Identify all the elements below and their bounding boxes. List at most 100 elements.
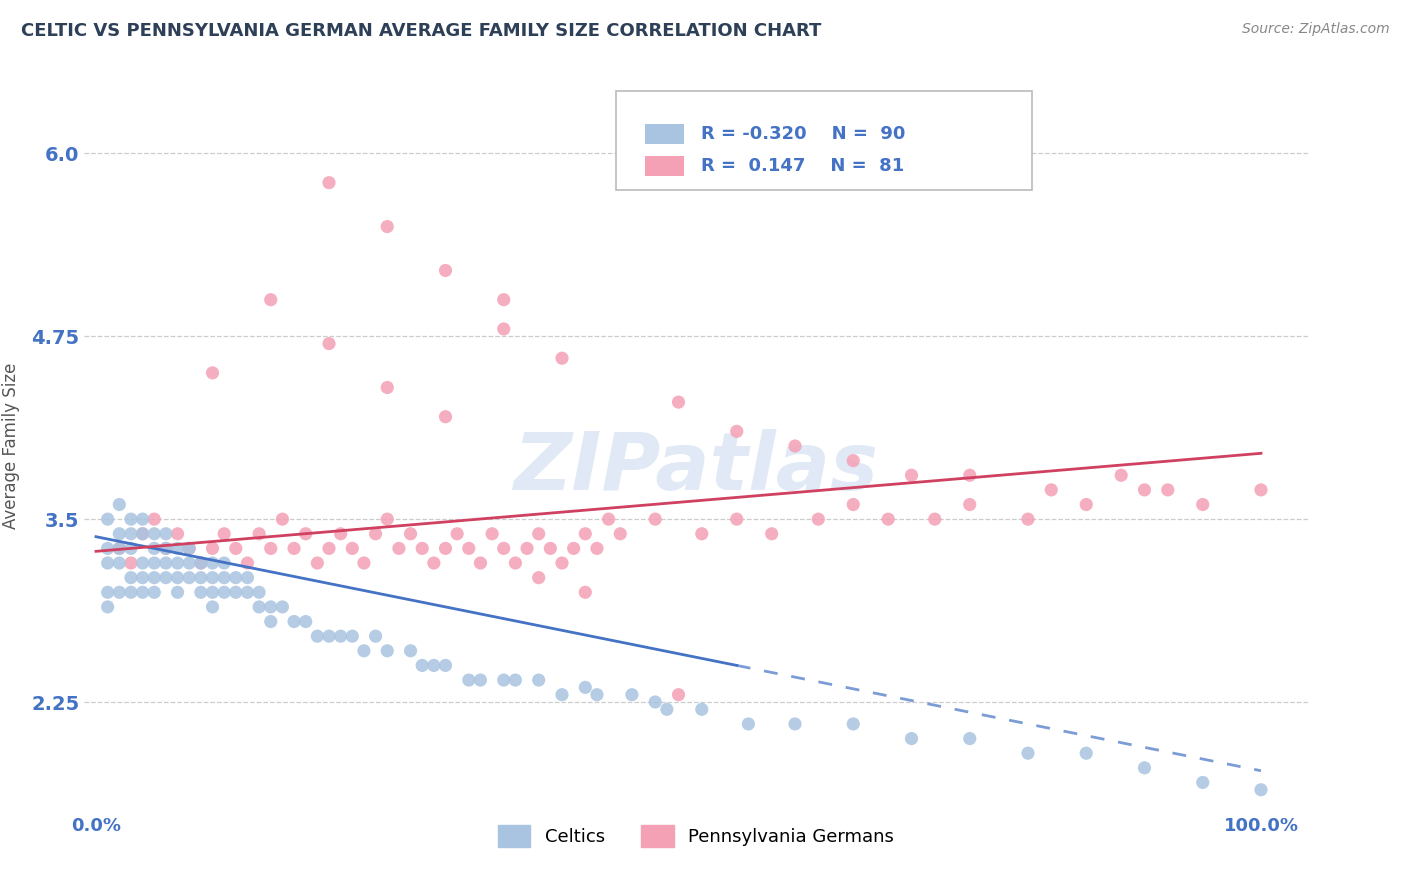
Point xyxy=(201,556,224,570)
Point xyxy=(1109,468,1132,483)
Point xyxy=(586,541,609,556)
Point xyxy=(842,717,865,731)
Point xyxy=(131,512,153,526)
Point xyxy=(179,541,201,556)
Point xyxy=(375,219,398,234)
Point xyxy=(155,526,177,541)
Text: R = -0.320    N =  90: R = -0.320 N = 90 xyxy=(700,125,905,144)
Point xyxy=(120,556,142,570)
Point xyxy=(190,585,212,599)
Point xyxy=(434,541,457,556)
Point xyxy=(1040,483,1063,497)
Point xyxy=(1157,483,1180,497)
Point xyxy=(166,526,188,541)
Point xyxy=(120,526,142,541)
Point xyxy=(492,322,515,336)
Point xyxy=(271,512,294,526)
Point xyxy=(761,526,783,541)
Point xyxy=(225,585,247,599)
Point xyxy=(399,526,422,541)
Point xyxy=(353,644,375,658)
Point xyxy=(959,498,981,512)
Point xyxy=(131,556,153,570)
Point xyxy=(342,541,364,556)
Point xyxy=(190,556,212,570)
Point xyxy=(737,717,759,731)
Point xyxy=(574,681,596,695)
Point xyxy=(434,658,457,673)
Legend: Celtics, Pennsylvania Germans: Celtics, Pennsylvania Germans xyxy=(491,817,901,854)
Point xyxy=(375,644,398,658)
Point xyxy=(364,526,387,541)
Point xyxy=(307,556,329,570)
Point xyxy=(201,571,224,585)
Point xyxy=(260,293,283,307)
Point xyxy=(1191,775,1213,789)
Point xyxy=(212,585,235,599)
Point xyxy=(924,512,946,526)
Point xyxy=(247,585,270,599)
Point xyxy=(97,541,120,556)
Point xyxy=(97,599,120,614)
Point xyxy=(201,599,224,614)
Point xyxy=(318,336,340,351)
Point xyxy=(842,453,865,467)
Point xyxy=(247,526,270,541)
Point xyxy=(108,498,131,512)
Point xyxy=(516,541,538,556)
Point xyxy=(1250,483,1272,497)
Point xyxy=(283,615,305,629)
Point xyxy=(457,541,479,556)
Point xyxy=(294,526,316,541)
Point xyxy=(644,512,666,526)
Point xyxy=(783,439,806,453)
Point xyxy=(247,599,270,614)
Point xyxy=(690,526,713,541)
Point xyxy=(190,571,212,585)
Y-axis label: Average Family Size: Average Family Size xyxy=(3,363,20,529)
Point xyxy=(492,673,515,687)
Point xyxy=(166,556,188,570)
Point xyxy=(481,526,503,541)
Point xyxy=(505,673,527,687)
Point xyxy=(598,512,620,526)
Point xyxy=(166,571,188,585)
Point xyxy=(446,526,468,541)
Text: R =  0.147    N =  81: R = 0.147 N = 81 xyxy=(700,157,904,175)
Point xyxy=(108,556,131,570)
Point xyxy=(108,585,131,599)
Point xyxy=(492,541,515,556)
Point xyxy=(586,688,609,702)
Point xyxy=(201,585,224,599)
Point xyxy=(574,585,596,599)
Point xyxy=(668,688,690,702)
Text: ZIPatlas: ZIPatlas xyxy=(513,429,879,507)
Point xyxy=(283,541,305,556)
Point xyxy=(143,585,166,599)
Point xyxy=(201,366,224,380)
Point xyxy=(574,526,596,541)
Point xyxy=(143,512,166,526)
Point xyxy=(97,585,120,599)
Point xyxy=(375,512,398,526)
Point xyxy=(318,629,340,643)
Point xyxy=(225,541,247,556)
Point xyxy=(353,556,375,570)
Point xyxy=(120,585,142,599)
Point xyxy=(236,585,259,599)
Point xyxy=(434,263,457,277)
Point xyxy=(375,380,398,394)
Point xyxy=(538,541,561,556)
Text: Source: ZipAtlas.com: Source: ZipAtlas.com xyxy=(1241,22,1389,37)
Point xyxy=(294,615,316,629)
Point xyxy=(271,599,294,614)
Point xyxy=(143,571,166,585)
Point xyxy=(434,409,457,424)
Point xyxy=(959,468,981,483)
Point xyxy=(120,541,142,556)
Point xyxy=(411,541,433,556)
Point xyxy=(655,702,678,716)
Point xyxy=(492,293,515,307)
Point xyxy=(260,599,283,614)
Point xyxy=(423,556,446,570)
